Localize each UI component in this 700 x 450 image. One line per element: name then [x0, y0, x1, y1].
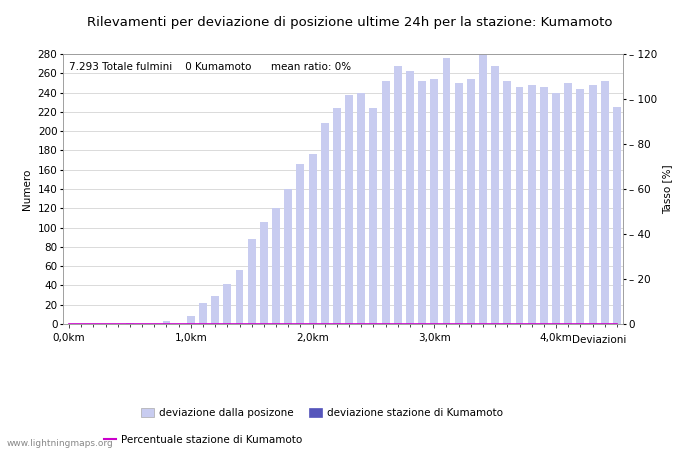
Bar — [601, 81, 609, 324]
Bar — [382, 81, 390, 324]
Bar — [236, 270, 244, 324]
Bar — [576, 89, 584, 324]
Bar — [467, 79, 475, 324]
Bar — [394, 66, 402, 324]
Bar — [528, 85, 536, 324]
Legend: Percentuale stazione di Kumamoto: Percentuale stazione di Kumamoto — [104, 435, 302, 445]
Bar — [272, 208, 280, 324]
Bar — [540, 87, 548, 324]
Bar — [321, 123, 329, 324]
Bar — [442, 58, 450, 324]
Bar — [309, 154, 316, 324]
Bar — [248, 239, 256, 324]
Bar — [284, 189, 292, 324]
Bar — [126, 323, 134, 324]
Bar — [296, 164, 304, 324]
Bar — [455, 83, 463, 324]
Text: www.lightningmaps.org: www.lightningmaps.org — [7, 439, 113, 448]
Bar — [223, 284, 231, 324]
Legend: deviazione dalla posizone, deviazione stazione di Kumamoto: deviazione dalla posizone, deviazione st… — [141, 408, 503, 418]
Bar — [333, 108, 341, 324]
Bar — [187, 316, 195, 324]
Y-axis label: Numero: Numero — [22, 168, 32, 210]
Bar — [589, 85, 596, 324]
Bar — [564, 83, 572, 324]
Bar — [479, 54, 487, 324]
Bar — [613, 107, 621, 324]
Bar — [357, 93, 365, 324]
Bar — [406, 72, 414, 324]
Bar — [491, 66, 499, 324]
Bar — [199, 303, 207, 324]
Text: Rilevamenti per deviazione di posizione ultime 24h per la stazione: Kumamoto: Rilevamenti per deviazione di posizione … — [88, 16, 612, 29]
Y-axis label: Tasso [%]: Tasso [%] — [662, 164, 673, 214]
Bar — [516, 87, 524, 324]
Text: 7.293 Totale fulmini    0 Kumamoto      mean ratio: 0%: 7.293 Totale fulmini 0 Kumamoto mean rat… — [69, 62, 351, 72]
Bar — [503, 81, 511, 324]
Bar — [370, 108, 377, 324]
Bar — [418, 81, 426, 324]
Bar — [162, 321, 170, 324]
Bar — [552, 93, 560, 324]
Bar — [430, 79, 438, 324]
Bar — [211, 296, 219, 324]
Bar — [260, 222, 268, 324]
Bar — [345, 94, 353, 324]
Text: Deviazioni: Deviazioni — [572, 335, 626, 345]
